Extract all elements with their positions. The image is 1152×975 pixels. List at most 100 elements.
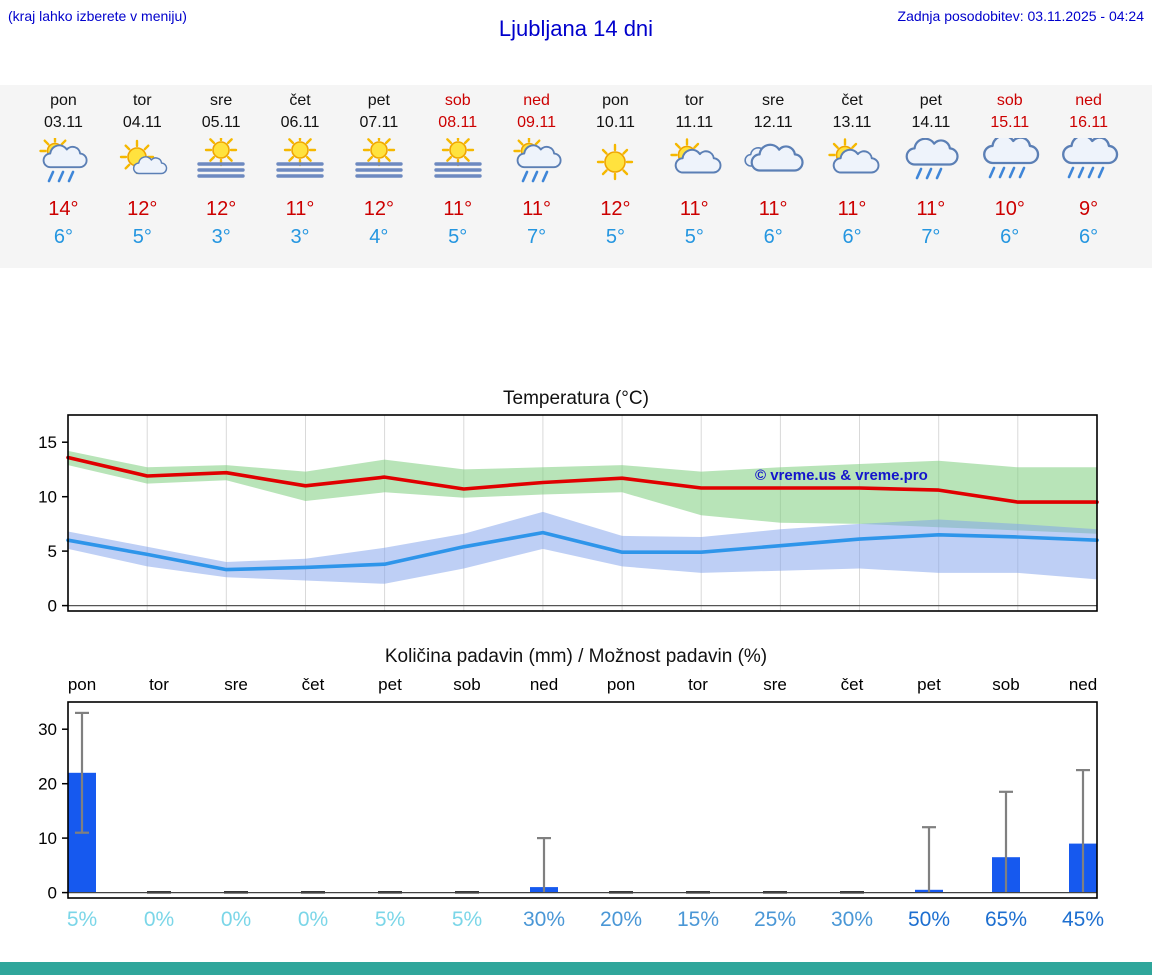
precip-day-label: sre — [763, 675, 787, 694]
high-temp: 9° — [1079, 198, 1099, 220]
precip-probability-label: 30% — [831, 908, 873, 931]
high-temp: 12° — [600, 198, 631, 220]
sun-fog-icon — [182, 133, 261, 190]
low-temp: 5° — [132, 226, 152, 248]
watermark: © vreme.us & vreme.pro — [755, 467, 928, 484]
forecast-day: sre 12.11 11° 6° — [734, 85, 813, 268]
low-temp: 6° — [763, 226, 783, 248]
day-date: 04.11 — [122, 114, 162, 131]
precip-day-label: čet — [841, 675, 864, 694]
low-temp: 5° — [448, 226, 468, 248]
precip-probability-label: 50% — [908, 908, 950, 931]
forecast-day: čet 13.11 11° 6° — [813, 85, 892, 268]
day-name: tor — [684, 92, 704, 109]
low-temp: 6° — [53, 226, 73, 248]
sun-cloud-small-icon — [103, 138, 182, 190]
day-date: 16.11 — [1069, 114, 1109, 131]
sun-cloud-rain-icon — [497, 135, 576, 190]
day-date: 09.11 — [517, 114, 557, 131]
day-name: sob — [444, 92, 471, 109]
precip-day-label: pon — [607, 675, 635, 694]
precip-day-label: sob — [453, 675, 480, 694]
day-date: 11.11 — [675, 114, 714, 131]
day-date: 08.11 — [438, 114, 478, 131]
high-temp: 14° — [48, 198, 79, 220]
day-name: sob — [996, 92, 1023, 109]
low-temp: 6° — [842, 226, 862, 248]
svg-text:10: 10 — [38, 829, 57, 848]
day-date: 15.11 — [990, 114, 1030, 131]
precip-probability-label: 0% — [144, 908, 174, 931]
forecast-day: tor 11.11 11° 5° — [655, 85, 734, 268]
svg-text:10: 10 — [38, 488, 57, 507]
low-temp: 3° — [290, 226, 310, 248]
cloud-rain-heavy-icon — [1049, 134, 1128, 190]
day-name: ned — [1075, 92, 1102, 109]
precip-probability-label: 15% — [677, 908, 719, 931]
page-title: Ljubljana 14 dni — [498, 16, 654, 41]
max-temp-range-band — [68, 450, 1097, 534]
precip-day-label: čet — [302, 675, 325, 694]
sun-cloud-icon — [813, 138, 892, 190]
svg-text:30: 30 — [38, 720, 57, 739]
low-temp: 3° — [211, 226, 231, 248]
precip-probability-label: 65% — [985, 908, 1027, 931]
precip-probability-label: 0% — [221, 908, 251, 931]
precip-day-label: ned — [530, 675, 558, 694]
low-temp: 5° — [605, 226, 625, 248]
high-temp: 11° — [916, 198, 946, 220]
day-name: tor — [132, 92, 152, 109]
precip-day-label: tor — [688, 675, 708, 694]
precip-probability-label: 0% — [298, 908, 328, 931]
precip-probability-label: 30% — [523, 908, 565, 931]
cloud-rain-heavy-icon — [970, 134, 1049, 190]
sun-icon — [576, 138, 655, 190]
sun-fog-icon — [261, 133, 340, 190]
low-temp: 7° — [921, 226, 941, 248]
low-temp: 6° — [1000, 226, 1020, 248]
precip-chart-title: Količina padavin (mm) / Možnost padavin … — [384, 646, 768, 667]
high-temp: 12° — [206, 198, 237, 220]
precip-day-label: pon — [68, 675, 96, 694]
svg-text:0: 0 — [48, 884, 57, 903]
forecast-day: sre 05.11 12° 3° — [182, 85, 261, 268]
forecast-strip: pon 03.11 14° 6° tor 04.11 12° 5° sre 05.11 12° 3° č… — [0, 85, 1152, 268]
precip-probability-label: 5% — [67, 908, 97, 931]
day-date: 10.11 — [596, 114, 635, 131]
menu-hint[interactable]: (kraj lahko izberete v meniju) — [8, 8, 187, 24]
forecast-day: sob 15.11 10° 6° — [970, 85, 1049, 268]
day-name: pet — [919, 92, 942, 109]
high-temp: 11° — [285, 198, 315, 220]
min-temp-line — [66, 530, 1099, 572]
day-date: 12.11 — [753, 114, 793, 131]
day-name: pon — [50, 92, 77, 109]
precip-probability-label: 5% — [375, 908, 405, 931]
forecast-day: sob 08.11 11° 5° — [418, 85, 497, 268]
day-date: 03.11 — [44, 114, 83, 131]
precip-day-label: pet — [917, 675, 941, 694]
high-temp: 11° — [837, 198, 867, 220]
day-name: pon — [602, 92, 629, 109]
precip-day-label: tor — [149, 675, 169, 694]
precip-day-label: ned — [1069, 675, 1097, 694]
max-temp-line — [66, 455, 1099, 504]
day-date: 05.11 — [201, 114, 241, 131]
day-date: 13.11 — [832, 114, 872, 131]
temperature-chart: 0 5 10 15 © vreme.us & vreme.pro — [38, 414, 1099, 614]
last-update: Zadnja posodobitev: 03.11.2025 - 04:24 — [897, 8, 1144, 24]
high-temp: 11° — [758, 198, 788, 220]
forecast-day: pon 10.11 12° 5° — [576, 85, 655, 268]
day-name: pet — [367, 92, 390, 109]
sun-fog-icon — [418, 133, 497, 190]
forecast-day: ned 09.11 11° 7° — [497, 85, 576, 268]
low-temp: 7° — [527, 226, 547, 248]
precipitation-chart: pon tor sre čet pet sob ned pon tor sre čet pet sob n… — [38, 675, 1104, 931]
precip-day-label: sob — [992, 675, 1019, 694]
high-temp: 11° — [679, 198, 709, 220]
sun-fog-icon — [339, 133, 418, 190]
svg-text:0: 0 — [48, 597, 57, 614]
temp-chart-title: Temperatura (°C) — [503, 388, 649, 409]
precip-probability-label: 20% — [600, 908, 642, 931]
svg-text:15: 15 — [38, 433, 57, 452]
day-name: sre — [210, 92, 233, 109]
